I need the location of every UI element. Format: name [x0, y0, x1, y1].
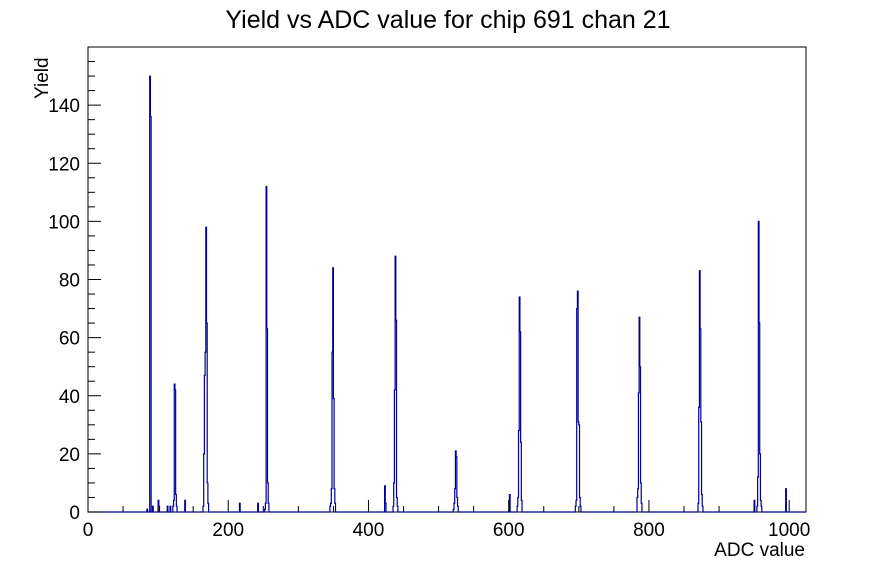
x-axis-tick-label: 1000 [768, 520, 810, 541]
y-axis-tick-label: 40 [59, 387, 80, 408]
y-axis-tick-label: 20 [59, 445, 80, 466]
x-axis-title: ADC value [714, 540, 805, 561]
x-axis-tick-label: 0 [83, 520, 94, 541]
y-axis-tick-label: 60 [59, 329, 80, 350]
x-axis-tick-label: 600 [493, 520, 525, 541]
chart-title: Yield vs ADC value for chip 691 chan 21 [225, 6, 671, 34]
y-axis-tick-label: 140 [48, 96, 80, 117]
y-axis-tick-label: 120 [48, 154, 80, 175]
x-axis-tick-label: 200 [212, 520, 244, 541]
y-axis-tick-label: 0 [69, 503, 80, 524]
histogram-line [88, 75, 806, 513]
y-axis-tick-label: 80 [59, 271, 80, 292]
x-axis-tick-label: 400 [353, 520, 385, 541]
y-axis-tick-label: 100 [48, 212, 80, 233]
x-axis-tick-label: 800 [633, 520, 665, 541]
